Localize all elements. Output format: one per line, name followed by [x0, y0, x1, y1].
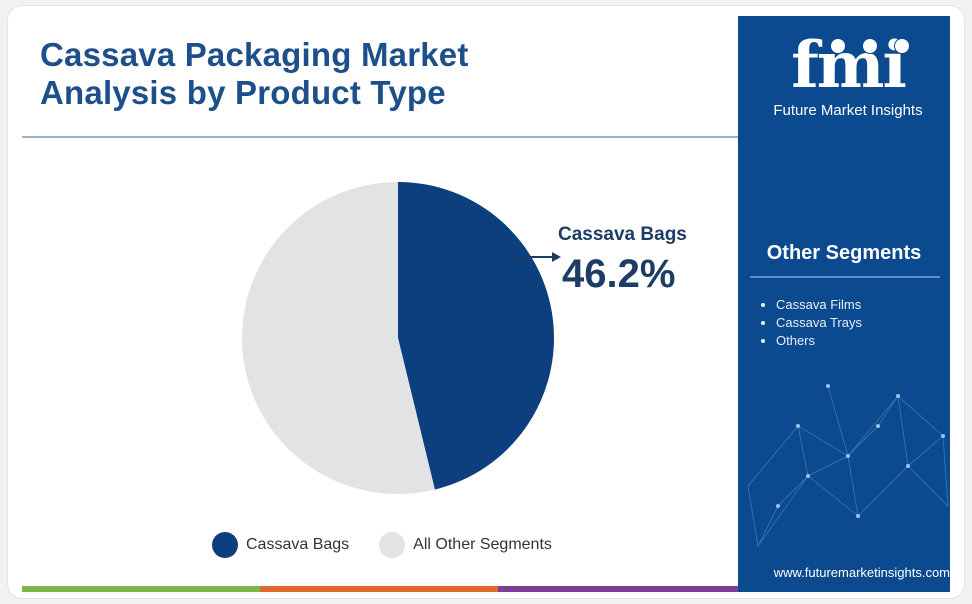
pie-chart — [242, 182, 561, 494]
footer-bar-purple — [498, 586, 738, 592]
other-segments-title: Other Segments — [766, 242, 922, 264]
fmi-logo: fmi Future Market Insights — [768, 34, 928, 120]
segment-item: Cassava Trays — [756, 314, 862, 332]
other-segments-divider — [750, 276, 940, 278]
network-pattern-graphic — [747, 384, 949, 548]
legend-label-cassava-bags: Cassava Bags — [246, 536, 350, 553]
infographic-card: Cassava Packaging Market Analysis by Pro… — [8, 6, 964, 598]
segment-item: Others — [756, 332, 862, 350]
callout-arrow — [516, 252, 561, 262]
infographic-content: Cassava Packaging Market Analysis by Pro… — [22, 16, 950, 592]
legend-item-other-segments: All Other Segments — [379, 532, 552, 558]
callout-value-label: 46.2% — [562, 252, 676, 296]
legend-swatch-other-segments — [379, 532, 406, 558]
globe-icon-2 — [862, 38, 878, 54]
logo-subtitle: Future Market Insights — [773, 102, 923, 119]
footer-bar-green — [22, 586, 260, 592]
legend-swatch-cassava-bags — [212, 532, 238, 558]
page-title: Cassava Packaging Market Analysis by Pro… — [40, 36, 469, 112]
pie-slice-cassava-bags — [398, 182, 555, 490]
pie-slices — [242, 182, 555, 494]
footer-bar-orange — [260, 586, 498, 592]
footer-bar-blue — [738, 586, 950, 592]
title-line-1: Cassava Packaging Market — [40, 36, 469, 73]
logo-mark: fmi — [791, 28, 907, 103]
chart-legend: Cassava Bags All Other Segments — [212, 532, 582, 558]
title-line-2: Analysis by Product Type — [40, 74, 446, 111]
callout-arrow-head — [552, 252, 561, 262]
legend-item-cassava-bags: Cassava Bags — [212, 532, 349, 558]
segment-item: Cassava Films — [756, 296, 862, 314]
side-panel: fmi Future Market Insights Other Segment… — [738, 16, 950, 592]
legend-label-other-segments: All Other Segments — [413, 536, 552, 553]
website-url: www.futuremarketinsights.com — [773, 565, 950, 580]
footer-color-bar — [22, 586, 950, 592]
callout-category-label: Cassava Bags — [558, 224, 687, 245]
title-divider — [22, 136, 738, 138]
other-segments-list: Cassava Films Cassava Trays Others — [756, 296, 862, 350]
globe-icon-3 — [894, 38, 910, 54]
pie-slice-all-other-segments — [242, 182, 435, 494]
globe-icon-1 — [830, 38, 846, 54]
